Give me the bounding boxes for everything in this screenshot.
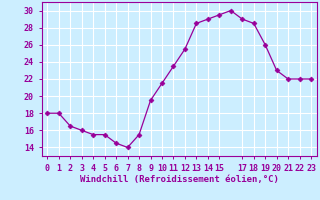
X-axis label: Windchill (Refroidissement éolien,°C): Windchill (Refroidissement éolien,°C)	[80, 175, 279, 184]
